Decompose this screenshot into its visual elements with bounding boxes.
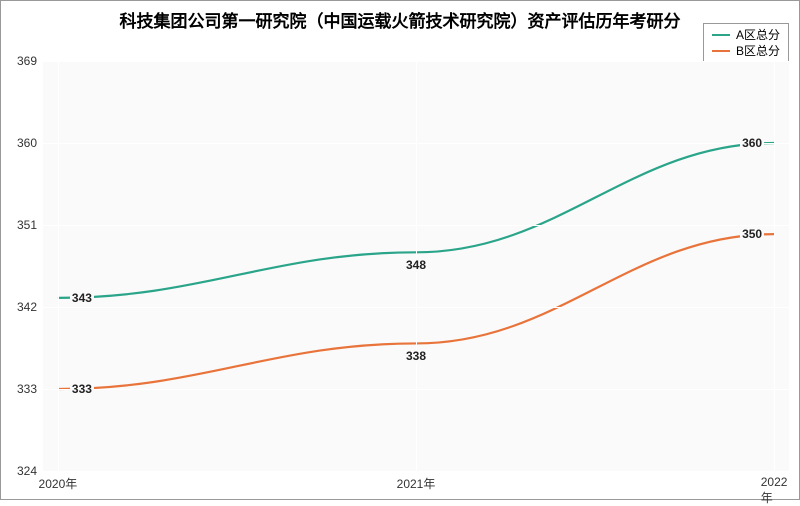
xtick-label: 2020年 bbox=[39, 471, 78, 492]
gridline-v bbox=[58, 61, 59, 471]
ytick-label: 342 bbox=[17, 300, 43, 314]
point-label: 348 bbox=[404, 258, 428, 272]
point-label: 350 bbox=[740, 227, 764, 241]
xtick-label: 2022年 bbox=[761, 471, 788, 506]
ytick-label: 333 bbox=[17, 382, 43, 396]
chart-container: 科技集团公司第一研究院（中国运载火箭技术研究院）资产评估历年考研分 A区总分 B… bbox=[0, 0, 800, 500]
chart-title: 科技集团公司第一研究院（中国运载火箭技术研究院）资产评估历年考研分 bbox=[120, 7, 681, 32]
point-label: 338 bbox=[404, 349, 428, 363]
point-label: 343 bbox=[70, 291, 94, 305]
ytick-label: 360 bbox=[17, 136, 43, 150]
plot-area: 3243333423513603692020年2021年2022年3433483… bbox=[43, 61, 789, 471]
legend-swatch-b bbox=[712, 50, 730, 52]
ytick-label: 351 bbox=[17, 218, 43, 232]
point-label: 360 bbox=[740, 136, 764, 150]
ytick-label: 369 bbox=[17, 54, 43, 68]
gridline-v bbox=[774, 61, 775, 471]
legend-swatch-a bbox=[712, 34, 730, 36]
point-label: 333 bbox=[70, 382, 94, 396]
xtick-label: 2021年 bbox=[397, 471, 436, 492]
legend-item-b: B区总分 bbox=[712, 43, 780, 59]
legend-item-a: A区总分 bbox=[712, 27, 780, 43]
legend-label-b: B区总分 bbox=[736, 43, 780, 59]
legend: A区总分 B区总分 bbox=[703, 23, 789, 63]
legend-label-a: A区总分 bbox=[736, 27, 780, 43]
